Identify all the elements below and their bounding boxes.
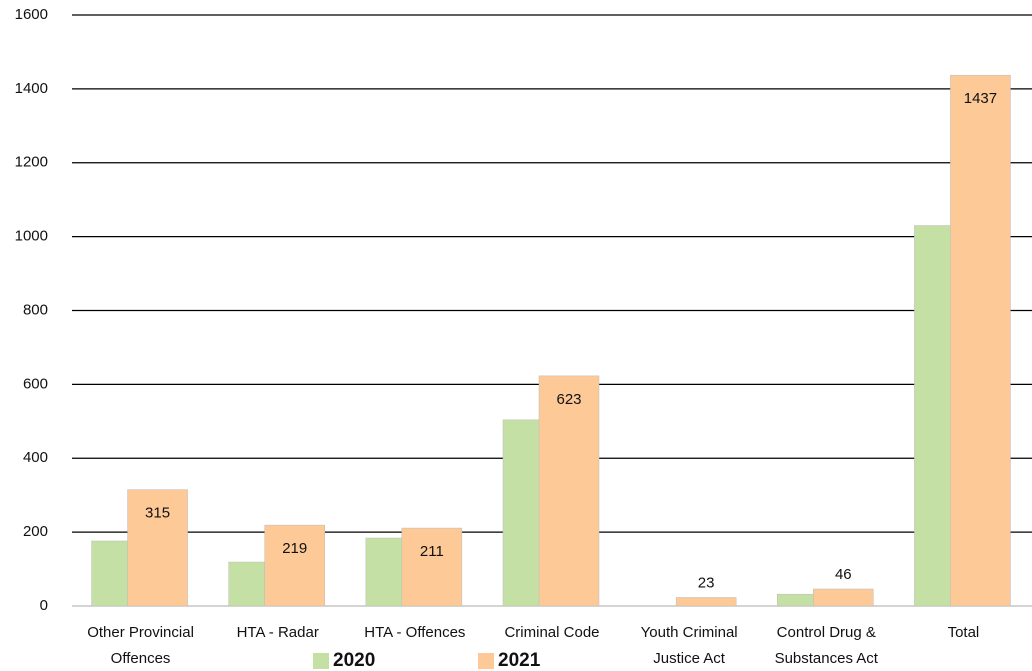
bar — [127, 489, 188, 607]
data-label: 219 — [282, 540, 307, 557]
x-tick-label: HTA - Offences — [364, 624, 466, 641]
x-tick-label: Total — [947, 624, 980, 641]
y-tick-label: 200 — [23, 523, 48, 540]
data-label: 315 — [145, 505, 170, 522]
legend-swatch — [478, 653, 494, 669]
bar — [401, 527, 463, 607]
data-label: 623 — [556, 391, 581, 408]
x-tick-label: Youth Criminal Justice Act — [640, 624, 738, 667]
x-tick-label: HTA - Radar — [236, 624, 319, 641]
x-tick-label: Control Drug & Substances Act — [774, 624, 878, 667]
bar — [950, 74, 1011, 607]
bar — [675, 597, 737, 607]
y-tick-label: 800 — [23, 301, 48, 318]
x-tick-label: Other Provincial Offences — [87, 624, 194, 667]
legend-swatch — [313, 653, 329, 669]
bar — [538, 375, 600, 607]
y-tick-label: 1600 — [15, 6, 48, 23]
legend-label: 2020 — [333, 650, 376, 671]
y-tick-label: 600 — [23, 375, 48, 392]
data-label: 211 — [420, 543, 444, 560]
y-tick-label: 1200 — [15, 154, 48, 171]
bar — [264, 524, 325, 607]
data-label: 23 — [698, 574, 715, 591]
bar — [813, 588, 874, 607]
y-tick-label: 1000 — [15, 228, 48, 245]
legend-item: 2020 — [313, 650, 375, 671]
y-tick-label: 400 — [23, 449, 48, 466]
data-label: 1437 — [964, 90, 997, 107]
data-label: 46 — [835, 566, 852, 583]
x-tick-label: Criminal Code — [504, 624, 600, 641]
legend-label: 2021 — [498, 650, 541, 671]
y-tick-label: 0 — [40, 597, 48, 614]
y-tick-label: 1400 — [15, 80, 48, 97]
legend-item: 2021 — [478, 650, 540, 671]
